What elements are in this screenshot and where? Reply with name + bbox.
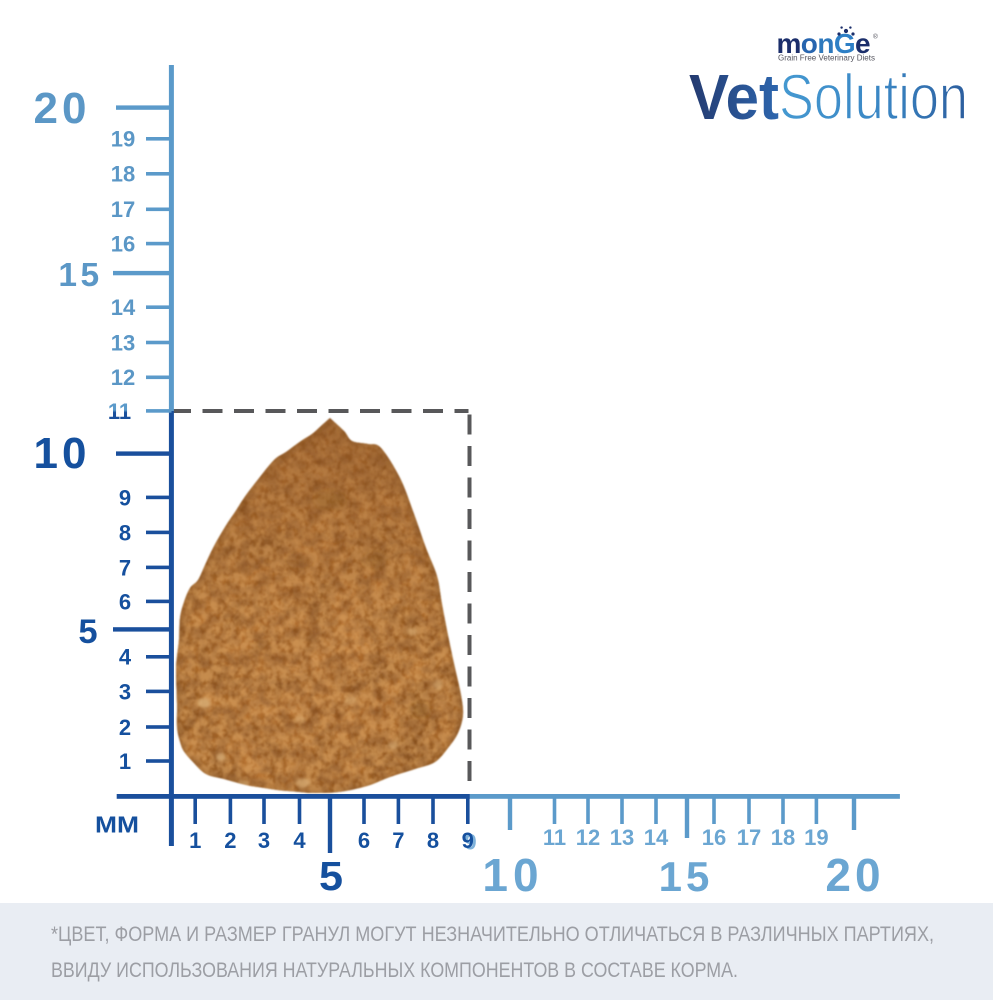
svg-text:15: 15	[659, 853, 714, 900]
svg-text:4: 4	[119, 645, 132, 670]
svg-text:12: 12	[111, 365, 135, 390]
svg-text:5: 5	[319, 853, 343, 899]
svg-text:12: 12	[576, 825, 600, 850]
svg-text:20: 20	[34, 84, 91, 133]
svg-text:8: 8	[427, 828, 439, 853]
svg-text:5: 5	[78, 613, 97, 651]
svg-text:Solution: Solution	[779, 61, 968, 133]
svg-text:4: 4	[293, 828, 306, 853]
svg-text:Vet: Vet	[689, 61, 779, 133]
svg-text:16: 16	[702, 825, 726, 850]
svg-text:15: 15	[58, 257, 102, 294]
svg-text:17: 17	[111, 197, 135, 222]
svg-text:19: 19	[804, 825, 828, 850]
svg-text:17: 17	[737, 825, 761, 850]
svg-text:1: 1	[119, 749, 131, 774]
svg-text:3: 3	[119, 679, 131, 704]
svg-text:2: 2	[224, 828, 236, 853]
svg-text:ВВИДУ ИСПОЛЬЗОВАНИЯ НАТУРАЛЬНЫ: ВВИДУ ИСПОЛЬЗОВАНИЯ НАТУРАЛЬНЫХ КОМПОНЕН…	[51, 958, 738, 982]
svg-text:*ЦВЕТ, ФОРМА И РАЗМЕР ГРАНУЛ М: *ЦВЕТ, ФОРМА И РАЗМЕР ГРАНУЛ МОГУТ НЕЗНА…	[51, 922, 934, 946]
svg-text:13: 13	[111, 330, 135, 355]
svg-text:14: 14	[111, 295, 136, 320]
svg-text:9: 9	[464, 830, 476, 855]
svg-text:11: 11	[543, 825, 566, 850]
svg-text:20: 20	[825, 849, 884, 901]
svg-text:13: 13	[610, 825, 634, 850]
svg-text:1: 1	[189, 828, 201, 853]
svg-text:2: 2	[119, 715, 131, 740]
svg-text:8: 8	[119, 520, 131, 545]
svg-text:6: 6	[358, 828, 370, 853]
svg-text:16: 16	[111, 232, 135, 257]
svg-text:6: 6	[119, 589, 131, 614]
svg-text:®: ®	[873, 33, 878, 41]
svg-text:Grain Free Veterinary Diets: Grain Free Veterinary Diets	[778, 54, 875, 63]
svg-text:7: 7	[392, 828, 404, 853]
svg-text:18: 18	[111, 162, 135, 187]
svg-text:9: 9	[119, 485, 131, 510]
svg-text:10: 10	[34, 429, 91, 478]
svg-text:18: 18	[771, 825, 795, 850]
svg-text:14: 14	[644, 825, 669, 850]
svg-text:10: 10	[482, 849, 543, 901]
svg-text:3: 3	[258, 828, 270, 853]
svg-text:monGe: monGe	[777, 28, 871, 59]
svg-text:9: 9	[462, 828, 474, 853]
svg-text:11: 11	[108, 399, 131, 424]
svg-text:7: 7	[119, 555, 131, 580]
svg-text:ММ: ММ	[95, 812, 139, 838]
svg-text:19: 19	[111, 127, 135, 152]
